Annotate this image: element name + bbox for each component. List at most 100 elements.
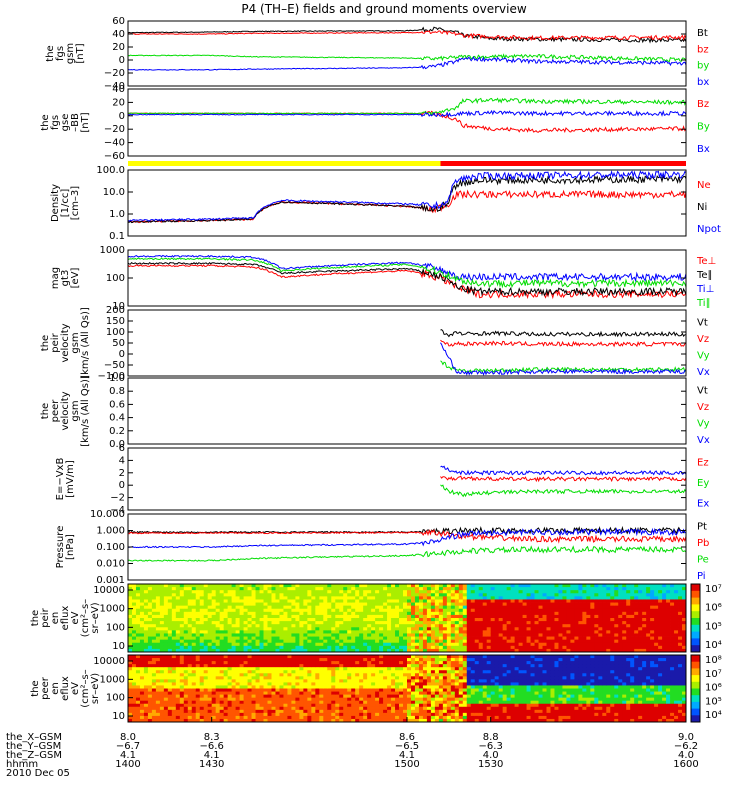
peir_en_eflux-cell xyxy=(235,648,240,653)
peir_en_eflux-cell xyxy=(418,639,424,644)
peir_en_eflux-ylabel-5: (cm²–s– xyxy=(80,599,91,637)
peer_en_eflux-cell xyxy=(187,688,193,692)
peir_en_eflux-cell xyxy=(550,587,555,591)
peir_en_eflux-cell xyxy=(387,630,392,634)
peer_en_eflux-cell xyxy=(363,661,368,665)
peir_en_eflux-cell xyxy=(235,584,240,588)
peir_en_eflux-cell xyxy=(207,584,213,588)
peir_en_eflux-cell xyxy=(223,599,229,603)
peer_en_eflux-cell xyxy=(275,664,280,668)
peir_en_eflux-cell xyxy=(375,621,380,625)
fgs_gsm-ylabel-3: [nT] xyxy=(75,43,86,63)
peir_en_eflux-cell xyxy=(622,621,627,625)
peir_en_eflux-cell xyxy=(175,645,181,650)
peir_en_eflux-cell xyxy=(403,608,408,613)
peir_en_eflux-cell xyxy=(438,618,444,622)
peir_en_eflux-cell xyxy=(426,618,432,622)
peir_en_eflux-cell xyxy=(403,627,408,631)
peir_en_eflux-cell xyxy=(287,602,292,607)
peer_en_eflux-cell xyxy=(271,691,276,695)
peer_en_eflux-cell xyxy=(422,718,428,723)
peir_en_eflux-cell xyxy=(638,648,643,653)
peer_en_eflux-cell xyxy=(303,667,308,671)
peir_en_eflux-cell xyxy=(654,636,659,641)
peir_en_eflux-cell xyxy=(343,596,348,600)
peir_en_eflux-cell xyxy=(606,618,611,622)
peir_en_eflux-cell xyxy=(171,636,177,641)
peir_en_eflux-cell xyxy=(199,633,205,637)
peer_en_eflux-cell xyxy=(199,712,205,717)
peer_en_eflux-cell xyxy=(263,718,268,723)
peir_en_eflux-cell xyxy=(498,593,504,597)
peir_en_eflux-cell xyxy=(610,614,615,619)
peer_en_eflux-cell xyxy=(171,688,177,692)
peir_en_eflux-cell xyxy=(128,624,133,628)
peir_en_eflux-cell xyxy=(331,633,336,637)
peir_en_eflux-cell xyxy=(582,627,587,631)
peer_en_eflux-cell xyxy=(147,661,153,665)
peir_en_eflux-cell xyxy=(363,630,368,634)
peir_en_eflux-cell xyxy=(131,636,137,641)
peir_en_eflux-cell xyxy=(642,593,647,597)
peer_en_eflux-cell xyxy=(167,697,173,702)
peer_en_eflux-cell xyxy=(223,658,229,662)
peer_en_eflux-cell xyxy=(387,682,392,686)
peir_en_eflux-cell xyxy=(135,636,141,641)
peer_en_eflux-cell xyxy=(323,664,328,668)
peir_en_eflux-cell xyxy=(414,636,420,641)
peir_en_eflux-cell xyxy=(462,648,468,653)
peir_en_eflux-cell xyxy=(335,645,340,650)
peir_en_eflux-cell xyxy=(159,587,165,591)
peer_en_eflux-cell xyxy=(263,676,268,680)
peir_en_eflux-cell xyxy=(247,611,252,616)
peer_en_eflux-cell xyxy=(231,712,237,717)
peir_en_eflux-cell xyxy=(291,590,296,594)
peir_en_eflux-cell xyxy=(183,633,189,637)
peir_en_eflux-cell xyxy=(582,633,587,637)
peir_en_eflux-cell xyxy=(518,593,523,597)
peer_en_eflux-cell xyxy=(151,694,157,699)
peir_en_eflux-cell xyxy=(410,608,416,613)
peir_en_eflux-cell xyxy=(426,621,432,625)
peir_en_eflux-cell xyxy=(251,593,256,597)
peir_en_eflux-cell xyxy=(307,611,312,616)
peir_en_eflux-cell xyxy=(618,639,623,644)
peer_en_eflux-cell xyxy=(407,664,412,668)
peer_en_eflux-cell xyxy=(275,706,280,711)
peir_en_eflux-cell xyxy=(590,587,595,591)
peer_en_eflux-cell xyxy=(247,664,252,668)
peir_en_eflux-cell xyxy=(383,602,388,607)
peir_en_eflux-cell xyxy=(550,599,555,603)
peer_en_eflux-cell xyxy=(287,655,292,659)
peir_en_eflux-cell xyxy=(283,602,288,607)
peer_en_eflux-cell xyxy=(239,664,244,668)
peer_en_eflux-cell xyxy=(267,718,272,723)
peir_en_eflux-cell xyxy=(283,611,288,616)
peir_en_eflux-cell xyxy=(586,624,591,628)
peer_en_eflux-cell xyxy=(303,700,308,705)
peer_en_eflux-cell xyxy=(171,661,177,665)
peer_en_eflux-cell xyxy=(403,691,408,695)
peir_en_eflux-cell xyxy=(454,630,460,634)
peir_en_eflux-cell xyxy=(303,602,308,607)
peir_en_eflux-cell xyxy=(315,590,320,594)
peir_en_eflux-cell xyxy=(598,624,603,628)
peer_en_eflux-cell xyxy=(167,682,173,686)
peir_en_eflux-cell xyxy=(375,645,380,650)
peer_en_eflux-cell xyxy=(399,715,404,720)
peer_en_eflux-cell xyxy=(239,718,244,723)
peer_en_eflux-cell xyxy=(251,676,256,680)
peer_en_eflux-cell xyxy=(263,679,268,683)
peir_en_eflux-cell xyxy=(371,618,376,622)
peer_en_eflux-cell xyxy=(203,688,209,692)
peir_en_eflux-cell xyxy=(155,633,161,637)
peir_en_eflux-cell xyxy=(606,590,611,594)
peer_en_eflux-cell xyxy=(375,667,380,671)
peir_en_eflux-cell xyxy=(558,648,563,653)
peir_en_eflux-cell xyxy=(407,611,412,616)
peer_en_eflux-cell xyxy=(143,679,149,683)
peir_en_eflux-cell xyxy=(231,608,237,613)
peir_en_eflux-cell xyxy=(662,596,667,600)
peer_en_eflux-cell xyxy=(347,667,352,671)
peer_en_eflux-cell xyxy=(418,673,424,677)
